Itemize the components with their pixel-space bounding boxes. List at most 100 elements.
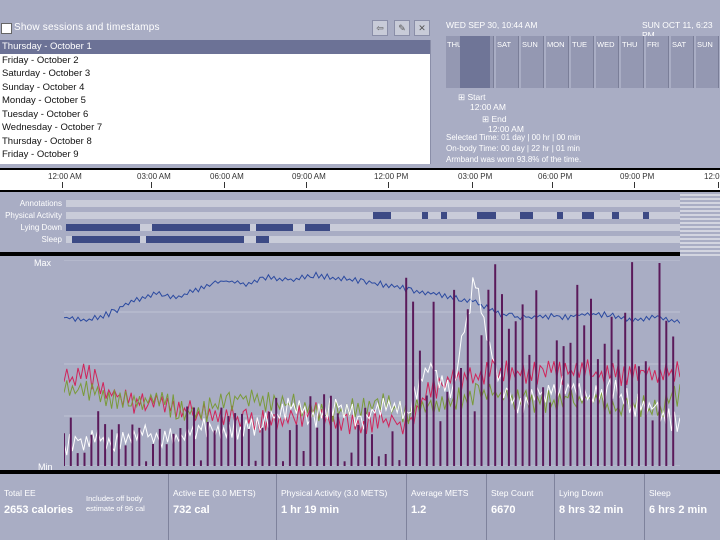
track-segment xyxy=(66,224,140,231)
day-column[interactable]: SUN xyxy=(696,36,719,88)
y-max-label: Max xyxy=(34,258,52,268)
series-line xyxy=(64,277,680,456)
day-list-item[interactable]: Friday - October 2 xyxy=(2,54,79,66)
track-segment xyxy=(643,212,650,219)
selected-day-highlight[interactable] xyxy=(460,36,490,88)
day-list-item[interactable]: Monday - October 5 xyxy=(2,95,86,106)
time-tick xyxy=(634,182,635,188)
stat-label: Average METS xyxy=(411,488,469,498)
stat-label: Sleep xyxy=(649,488,671,498)
track-row[interactable] xyxy=(66,224,680,231)
stat-total-ee: Total EE 2653 calories Includes off body e… xyxy=(0,474,168,540)
stat-value: 2653 calories xyxy=(4,504,74,516)
track-segment xyxy=(373,212,392,219)
time-tick-label: 03:00 PM xyxy=(458,172,493,181)
time-tick-label: 03:00 AM xyxy=(137,172,171,181)
day-column-label: TUE xyxy=(572,40,587,49)
time-tick-label: 06:00 PM xyxy=(538,172,573,181)
close-icon[interactable]: ✕ xyxy=(414,20,430,36)
track-segment xyxy=(557,212,564,219)
start-marker-label[interactable]: ⊞ Start xyxy=(458,92,485,103)
day-column-label: SAT xyxy=(497,40,512,49)
stat-value: 6670 xyxy=(491,504,516,516)
day-column-label: WED xyxy=(597,40,615,49)
track-segment xyxy=(520,212,533,219)
track-label: Lying Down xyxy=(20,223,62,232)
stat-value: 1.2 xyxy=(411,504,427,516)
end-marker-icon: ⊞ xyxy=(482,114,492,124)
stat-note: Includes off body estimate of 96 cal xyxy=(86,494,145,513)
track-segment xyxy=(151,224,251,231)
day-list-item[interactable]: Friday - October 9 xyxy=(2,149,79,160)
time-tick-label: 09:00 PM xyxy=(620,172,655,181)
track-segment xyxy=(256,236,269,243)
activity-tracks: Annotations Physical Activity Lying Down Sl… xyxy=(0,192,720,252)
track-segment xyxy=(305,224,330,231)
stat-label: Physical Activity (3.0 METS) xyxy=(281,488,388,498)
day-column[interactable]: MON xyxy=(546,36,569,88)
day-list-item[interactable]: Thursday - October 1 xyxy=(0,40,430,54)
stat-sleep: Sleep 6 hrs 2 min xyxy=(644,474,720,540)
track-segment xyxy=(256,224,294,231)
day-column[interactable]: SAT xyxy=(496,36,519,88)
selected-time: Selected Time: 01 day | 00 hr | 00 min xyxy=(446,133,581,142)
time-tick xyxy=(224,182,225,188)
range-start-date: WED SEP 30, 10:44 AM xyxy=(446,20,538,30)
day-column-label: MON xyxy=(547,40,565,49)
stat-label: Active EE (3.0 METS) xyxy=(173,488,256,498)
start-marker-icon: ⊞ xyxy=(458,92,468,102)
day-list-item[interactable]: Tuesday - October 6 xyxy=(2,108,89,120)
track-segment xyxy=(145,236,245,243)
day-column[interactable]: SAT xyxy=(671,36,694,88)
day-list-item[interactable]: Thursday - October 8 xyxy=(2,135,92,147)
sessions-title: Show sessions and timestamps xyxy=(14,22,160,33)
stat-label: Step Count xyxy=(491,488,534,498)
chart-plot xyxy=(64,260,680,466)
day-list-item[interactable]: Wednesday - October 7 xyxy=(2,122,103,133)
time-tick-label: 06:00 AM xyxy=(210,172,244,181)
on-body-time: On-body Time: 00 day | 22 hr | 01 min xyxy=(446,144,580,153)
track-row[interactable] xyxy=(66,200,680,207)
start-time: 12:00 AM xyxy=(470,102,506,112)
time-tick xyxy=(472,182,473,188)
day-column-label: SAT xyxy=(672,40,687,49)
time-tick-label: 12:00 AM xyxy=(48,172,82,181)
back-icon[interactable]: ⇦ xyxy=(372,20,388,36)
time-tick-label: 09:00 AM xyxy=(292,172,326,181)
range-end-date: SUN OCT 11, 6:23 PM xyxy=(642,20,713,40)
summary-bar: Total EE 2653 calories Includes off body e… xyxy=(0,474,720,540)
day-column-label: SUN xyxy=(522,40,538,49)
track-segment xyxy=(612,212,619,219)
series-line xyxy=(64,271,680,324)
day-column-label: THU xyxy=(622,40,638,49)
series-line xyxy=(64,358,680,435)
day-column[interactable]: THU xyxy=(621,36,644,88)
stat-step-count: Step Count 6670 xyxy=(486,474,555,540)
end-marker-label[interactable]: ⊞ End xyxy=(482,114,507,125)
time-tick xyxy=(306,182,307,188)
sensor-chart: Max Min xyxy=(0,256,720,472)
day-column-label: THU xyxy=(447,40,463,49)
session-panel: Show sessions and timestamps ⇦ ✎ ✕ Thurs… xyxy=(0,0,720,168)
track-segment xyxy=(440,212,447,219)
track-row[interactable] xyxy=(66,212,680,219)
track-segment xyxy=(477,212,496,219)
day-column[interactable]: TUE xyxy=(571,36,594,88)
edit-icon[interactable]: ✎ xyxy=(394,20,410,36)
time-tick xyxy=(718,182,719,188)
day-column[interactable]: WED xyxy=(596,36,619,88)
track-label: Sleep xyxy=(41,235,62,244)
day-column[interactable]: SUN xyxy=(521,36,544,88)
show-sessions-checkbox[interactable] xyxy=(1,23,12,34)
time-tick xyxy=(552,182,553,188)
stat-average-mets: Average METS 1.2 xyxy=(406,474,487,540)
stat-value: 1 hr 19 min xyxy=(281,504,340,516)
day-list-item[interactable]: Saturday - October 3 xyxy=(2,68,91,79)
track-row[interactable] xyxy=(66,236,680,243)
time-axis: 12:00 AM 03:00 AM 06:00 AM 09:00 AM 12:00 PM… xyxy=(0,170,720,190)
sessions-header: Show sessions and timestamps xyxy=(0,22,440,36)
day-column[interactable]: FRI xyxy=(646,36,669,88)
day-list-item[interactable]: Sunday - October 4 xyxy=(2,81,85,93)
track-segment xyxy=(72,236,140,243)
stat-physical-activity-3-0-mets: Physical Activity (3.0 METS) 1 hr 19 min xyxy=(276,474,407,540)
